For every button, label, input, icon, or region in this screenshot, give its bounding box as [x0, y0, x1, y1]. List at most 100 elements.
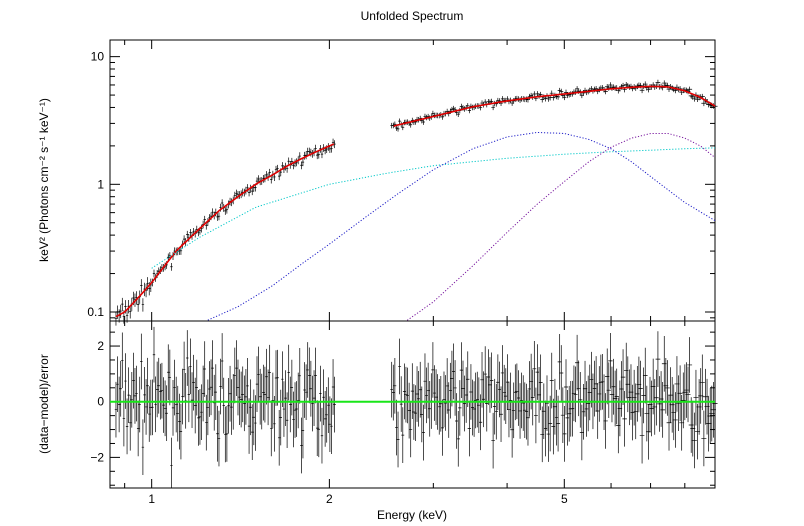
residual-point: [197, 390, 200, 446]
residual-point: [431, 342, 435, 398]
data-point: [189, 228, 192, 237]
residual-point: [271, 372, 275, 429]
bottom-panel-ylabel: (data−model)/error: [37, 354, 51, 454]
data-point: [211, 208, 214, 217]
residual-point: [233, 347, 237, 404]
residual-point: [440, 400, 444, 456]
residual-point: [653, 369, 659, 426]
residual-point: [533, 387, 538, 444]
residual-point: [511, 382, 516, 439]
residual-point: [478, 394, 483, 451]
residual-point: [258, 368, 262, 425]
data-point: [304, 151, 308, 160]
residual-point: [330, 398, 333, 455]
residual-point: [141, 419, 145, 476]
residual-point: [129, 394, 132, 451]
residual-point: [304, 364, 308, 421]
residual-point: [655, 331, 661, 387]
residual-point: [174, 376, 178, 433]
model-component-1-curve: [151, 147, 715, 269]
residual-point: [401, 407, 405, 463]
residual-point: [477, 377, 481, 434]
residual-point: [282, 381, 286, 437]
residual-point: [507, 381, 511, 438]
residual-point: [642, 347, 648, 404]
residual-point: [390, 361, 394, 418]
residual-point: [216, 405, 219, 462]
residual-point: [303, 362, 306, 418]
residual-point: [140, 333, 143, 390]
residual-point: [502, 364, 507, 421]
residual-point: [323, 391, 327, 447]
data-point: [316, 151, 319, 160]
residual-point: [469, 364, 473, 420]
residual-point: [331, 359, 335, 415]
residual-point: [268, 344, 271, 401]
residual-point: [665, 360, 670, 416]
residual-point: [319, 365, 322, 422]
residual-point: [138, 376, 141, 433]
residual-point: [301, 402, 305, 459]
residual-point: [143, 367, 146, 423]
residual-point: [481, 371, 486, 428]
residual-point: [407, 382, 411, 439]
residual-point: [467, 400, 472, 457]
residual-point: [236, 359, 240, 416]
residual-point: [144, 379, 148, 435]
residual-point: [239, 371, 243, 428]
top-panel-ticks: 0.1 1 10: [87, 40, 716, 321]
data-point: [395, 125, 398, 131]
residual-point: [442, 371, 446, 428]
data-point: [119, 304, 122, 319]
residual-point: [167, 344, 170, 401]
residual-point: [660, 382, 666, 438]
residual-point: [417, 370, 421, 427]
data-point: [216, 213, 219, 221]
model-component-3-curve: [406, 133, 716, 321]
residual-point: [119, 360, 122, 417]
data-point: [639, 87, 645, 94]
residual-point: [548, 395, 553, 452]
data-point: [141, 298, 145, 312]
residual-point: [462, 375, 467, 432]
data-point: [287, 157, 290, 166]
data-point: [300, 161, 303, 170]
residual-point: [410, 363, 414, 419]
residual-point: [146, 357, 149, 414]
residual-point: [489, 352, 494, 409]
data-point: [257, 175, 260, 184]
residual-point: [214, 364, 217, 420]
residual-point: [483, 346, 487, 402]
residual-point: [289, 376, 292, 433]
residual-point: [500, 345, 505, 401]
data-point: [303, 151, 306, 160]
data-point: [655, 79, 661, 86]
residual-point: [281, 351, 284, 408]
residual-point: [287, 344, 290, 401]
residual-point: [298, 347, 301, 404]
residual-point: [159, 363, 162, 420]
data-point: [224, 207, 227, 215]
residual-point: [171, 380, 175, 436]
residual-point: [155, 361, 159, 418]
residual-point: [606, 362, 611, 419]
data-point: [646, 86, 651, 93]
data-point: [401, 124, 405, 131]
residual-point: [293, 382, 297, 438]
residual-point: [122, 390, 126, 447]
residual-point: [163, 380, 167, 437]
residual-point: [406, 367, 410, 424]
residual-point: [320, 407, 324, 464]
residual-point: [432, 365, 437, 421]
bottom-y-tick-label: 0: [97, 395, 104, 409]
residual-point: [195, 359, 198, 416]
data-point: [330, 144, 333, 153]
residual-point: [559, 345, 564, 401]
data-point: [140, 279, 143, 293]
bottom-panel-ticks: −2 0 2: [90, 321, 716, 488]
residual-point: [246, 358, 249, 414]
data-point: [409, 122, 413, 128]
residual-point: [255, 356, 259, 412]
data-point: [701, 100, 707, 107]
